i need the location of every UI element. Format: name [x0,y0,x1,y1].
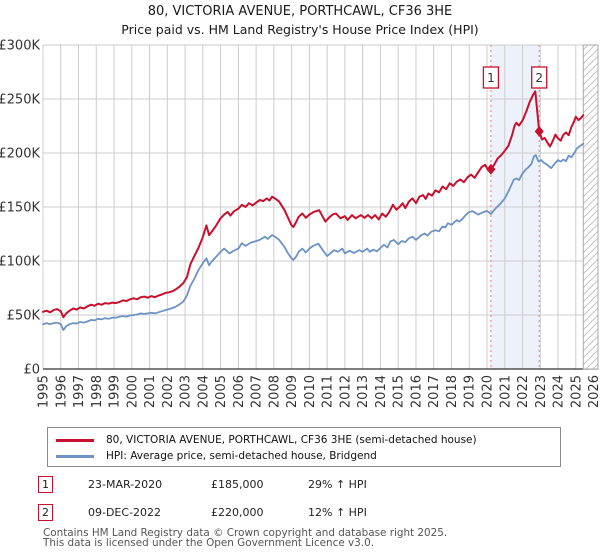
sale-1-number-badge: 1 [38,476,53,493]
sale-callout-number: 2 [535,71,543,85]
sale-row-2: 2 09-DEC-2022 £220,000 12% ↑ HPI [38,504,367,521]
sale-2-price: £220,000 [211,506,264,519]
y-tick-label: £200K [0,147,40,162]
x-tick-label: 1997 [72,375,87,408]
x-tick-label: 2009 [285,375,300,408]
sale-callout-box [482,66,500,89]
x-tick-label: 2007 [250,375,265,408]
x-tick-label: 2022 [516,375,531,408]
legend-label-property: 80, VICTORIA AVENUE, PORTHCAWL, CF36 3HE… [106,434,477,446]
y-tick-label: £250K [0,93,40,108]
x-tick-label: 2000 [125,375,140,408]
x-tick-label: 2011 [321,375,336,408]
x-tick-label: 2013 [356,375,371,408]
x-tick-label: 2001 [143,375,158,408]
attribution-footer: Contains HM Land Registry data © Crown c… [43,528,447,548]
x-tick-label: 2002 [161,375,176,408]
attribution-line-1: Contains HM Land Registry data © Crown c… [43,527,448,539]
x-tick-label: 1995 [37,375,52,408]
x-tick-label: 1998 [90,375,105,408]
sale-marker-diamond [486,163,496,175]
x-tick-label: 2026 [587,375,600,408]
x-tick-label: 2014 [374,375,389,408]
chart-legend: 80, VICTORIA AVENUE, PORTHCAWL, CF36 3HE… [47,427,561,467]
y-tick-label: £50K [7,309,41,324]
sale-1-price: £185,000 [211,478,264,491]
x-tick-label: 2005 [214,375,229,408]
legend-item-hpi: HPI: Average price, semi-detached house,… [56,448,560,464]
sale-2-vs-hpi: 12% ↑ HPI [308,506,367,519]
sale-2-number-badge: 2 [38,504,53,521]
attribution-line-2: This data is licensed under the Open Gov… [43,537,375,549]
x-tick-label: 2010 [303,375,318,408]
x-tick-label: 2012 [338,375,353,408]
x-tick-label: 2016 [409,375,424,408]
x-tick-label: 2024 [552,375,567,408]
sale-callout-number: 1 [487,71,495,85]
x-tick-label: 2020 [481,375,496,408]
hpi-line-swatch [56,454,94,458]
hpi-line [42,142,585,332]
x-tick-label: 2006 [232,375,247,408]
property-line-swatch [56,438,94,442]
legend-item-property: 80, VICTORIA AVENUE, PORTHCAWL, CF36 3HE… [56,432,560,448]
x-tick-label: 1996 [54,375,69,408]
y-tick-label: £100K [0,255,40,270]
x-tick-label: 2019 [463,375,478,408]
sale-row-1: 1 23-MAR-2020 £185,000 29% ↑ HPI [38,476,367,493]
chart-header: 80, VICTORIA AVENUE, PORTHCAWL, CF36 3HE… [0,3,600,39]
x-tick-label: 2003 [179,375,194,408]
sale-1-date: 23-MAR-2020 [88,478,163,491]
x-tick-label: 2017 [427,375,442,408]
property-price-line [42,90,585,319]
sale-annotations: 1 23-MAR-2020 £185,000 29% ↑ HPI 2 09-DE… [38,476,367,532]
sale-callout-box [531,66,548,89]
x-tick-label: 2023 [534,375,549,408]
y-tick-label: £0 [23,363,40,378]
page-title: 80, VICTORIA AVENUE, PORTHCAWL, CF36 3HE [147,4,453,19]
y-tick-label: £150K [0,201,40,216]
x-tick-label: 2018 [445,375,460,408]
x-tick-label: 2015 [392,375,407,408]
x-tick-label: 2025 [569,375,584,408]
legend-label-hpi: HPI: Average price, semi-detached house,… [106,450,377,462]
future-region-hatch [582,44,599,370]
x-tick-label: 1999 [108,375,123,408]
x-tick-label: 2008 [267,375,282,408]
sale-1-vs-hpi: 29% ↑ HPI [308,478,367,491]
y-tick-label: £300K [0,39,40,54]
page-subtitle: Price paid vs. HM Land Registry's House … [121,22,479,37]
sale-2-date: 09-DEC-2022 [88,506,162,519]
x-tick-label: 2021 [498,375,513,408]
x-tick-label: 2004 [196,375,211,408]
